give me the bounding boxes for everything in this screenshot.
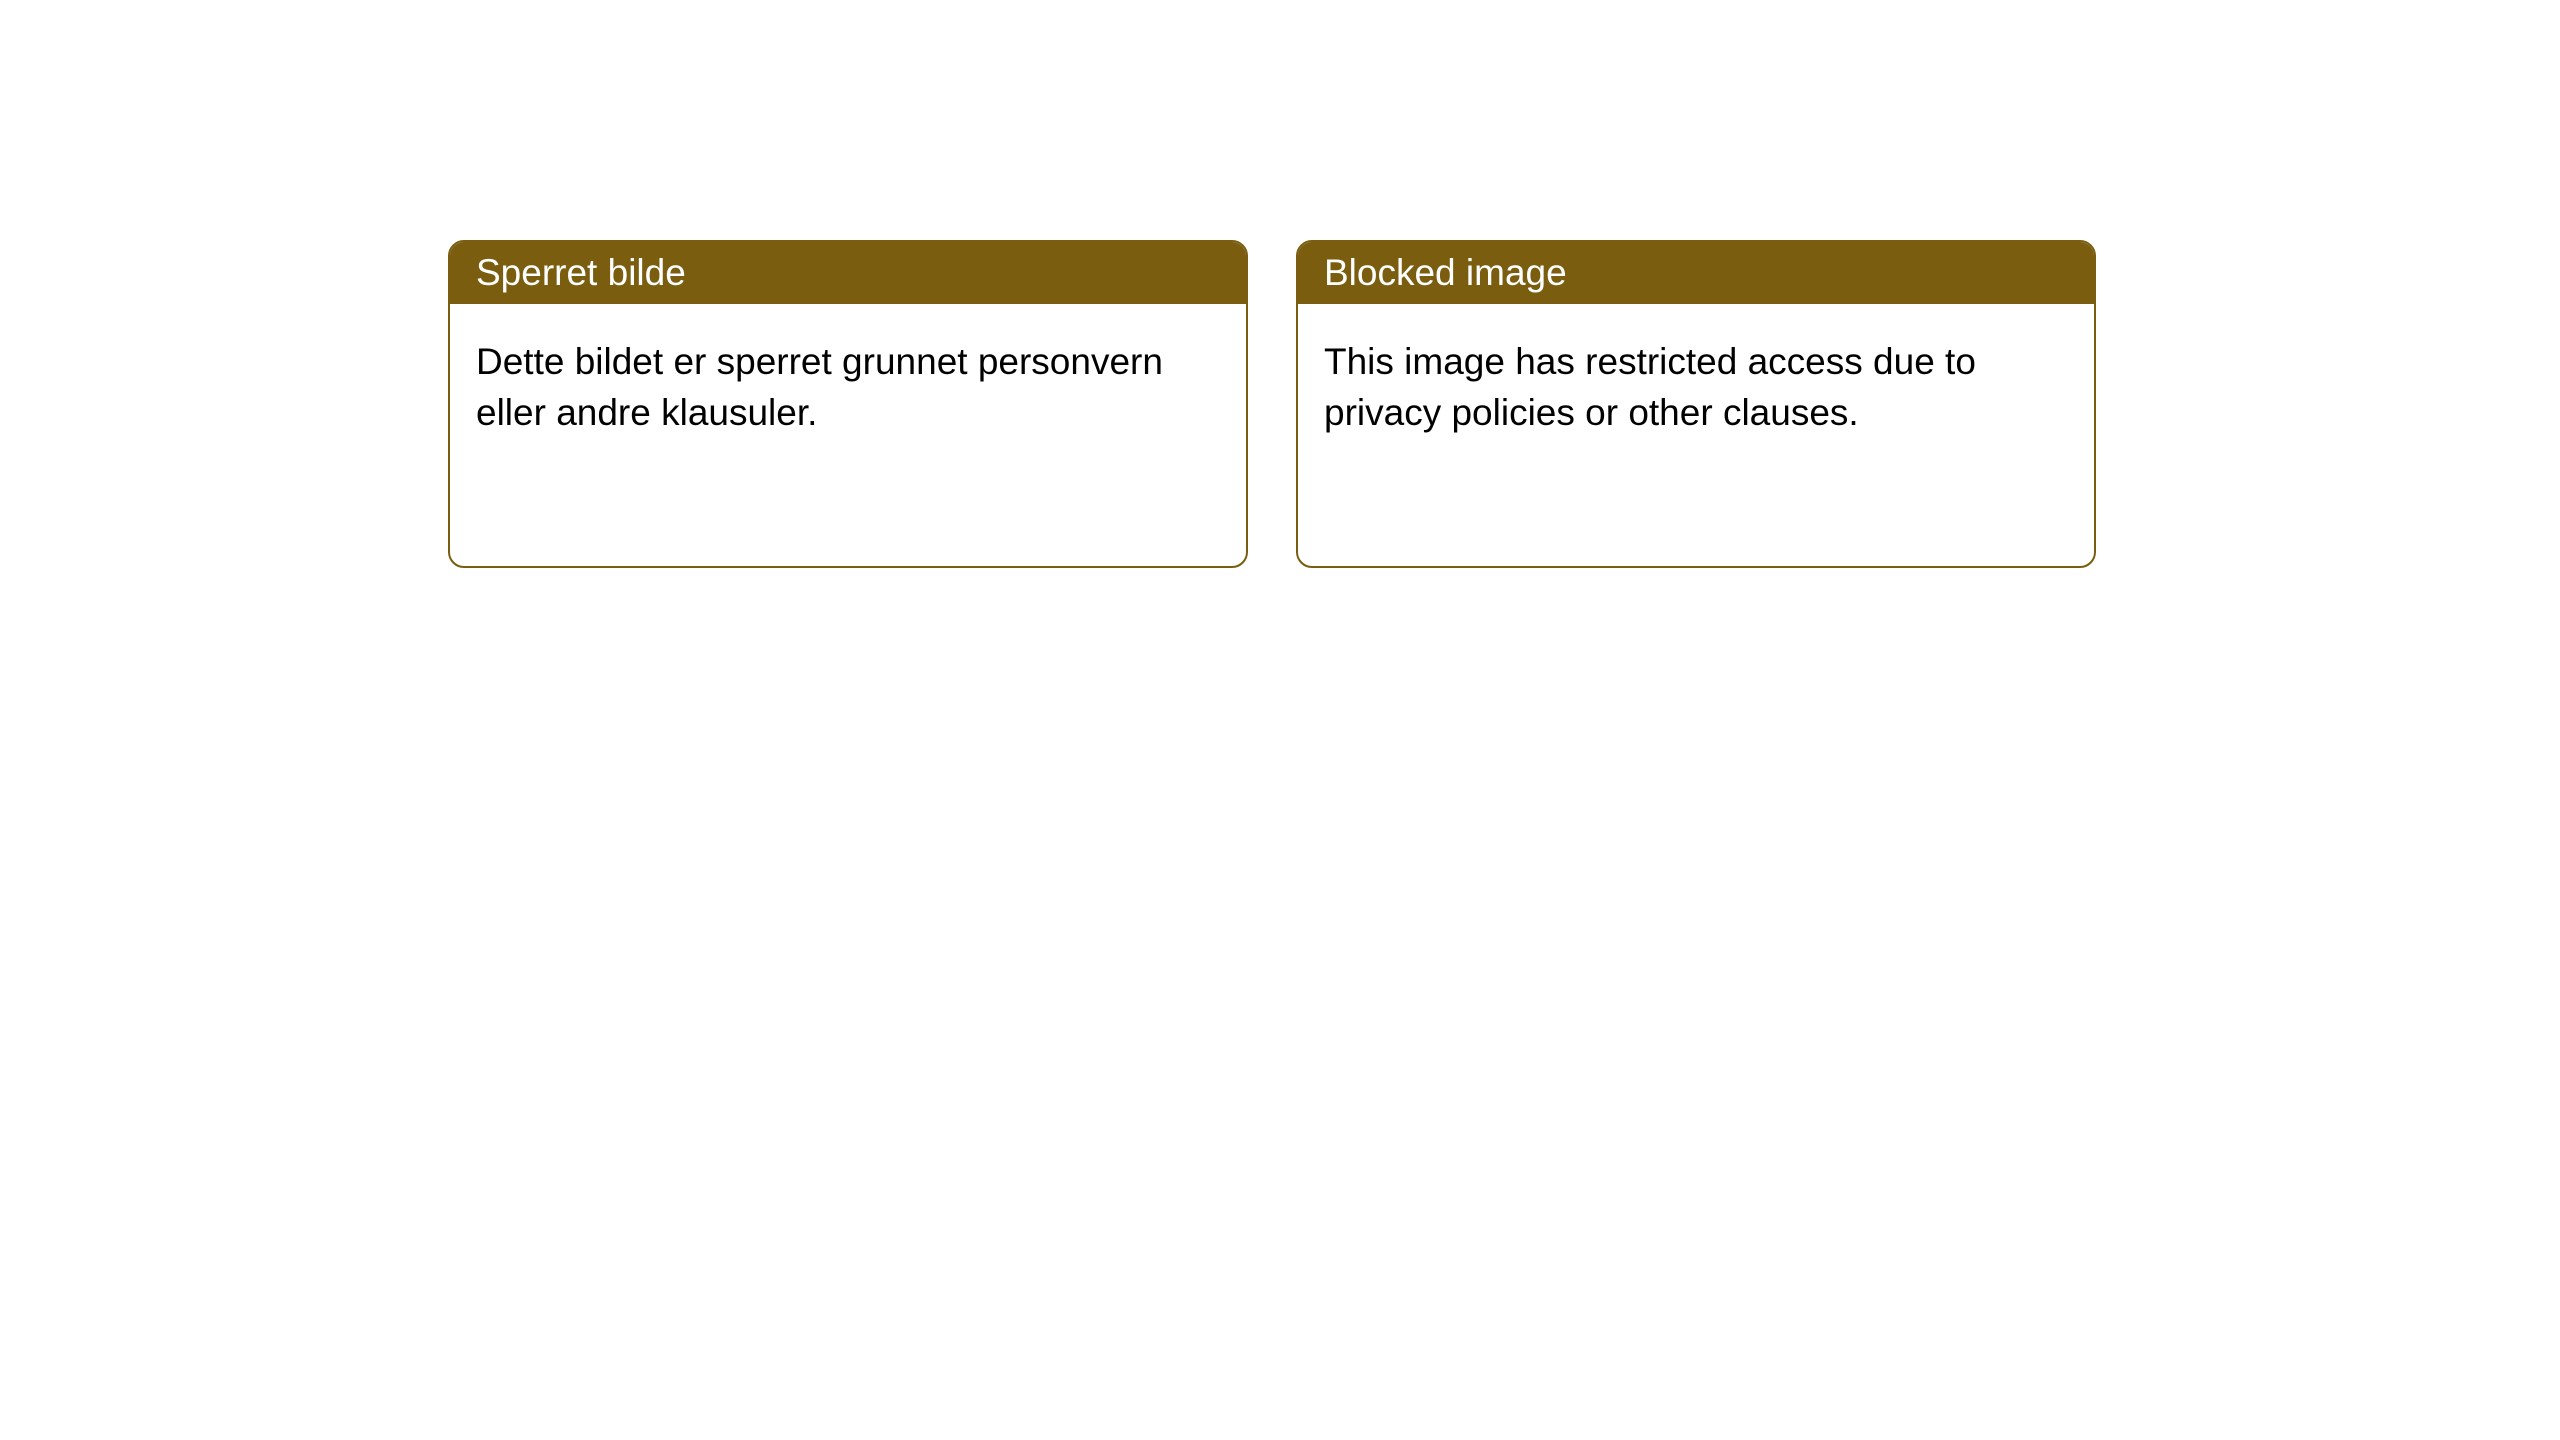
notice-header-norwegian: Sperret bilde [450, 242, 1246, 304]
notice-header-english: Blocked image [1298, 242, 2094, 304]
notice-card-english: Blocked image This image has restricted … [1296, 240, 2096, 568]
notice-card-norwegian: Sperret bilde Dette bildet er sperret gr… [448, 240, 1248, 568]
notice-container: Sperret bilde Dette bildet er sperret gr… [0, 0, 2560, 568]
notice-body-norwegian: Dette bildet er sperret grunnet personve… [450, 304, 1246, 566]
notice-body-english: This image has restricted access due to … [1298, 304, 2094, 566]
